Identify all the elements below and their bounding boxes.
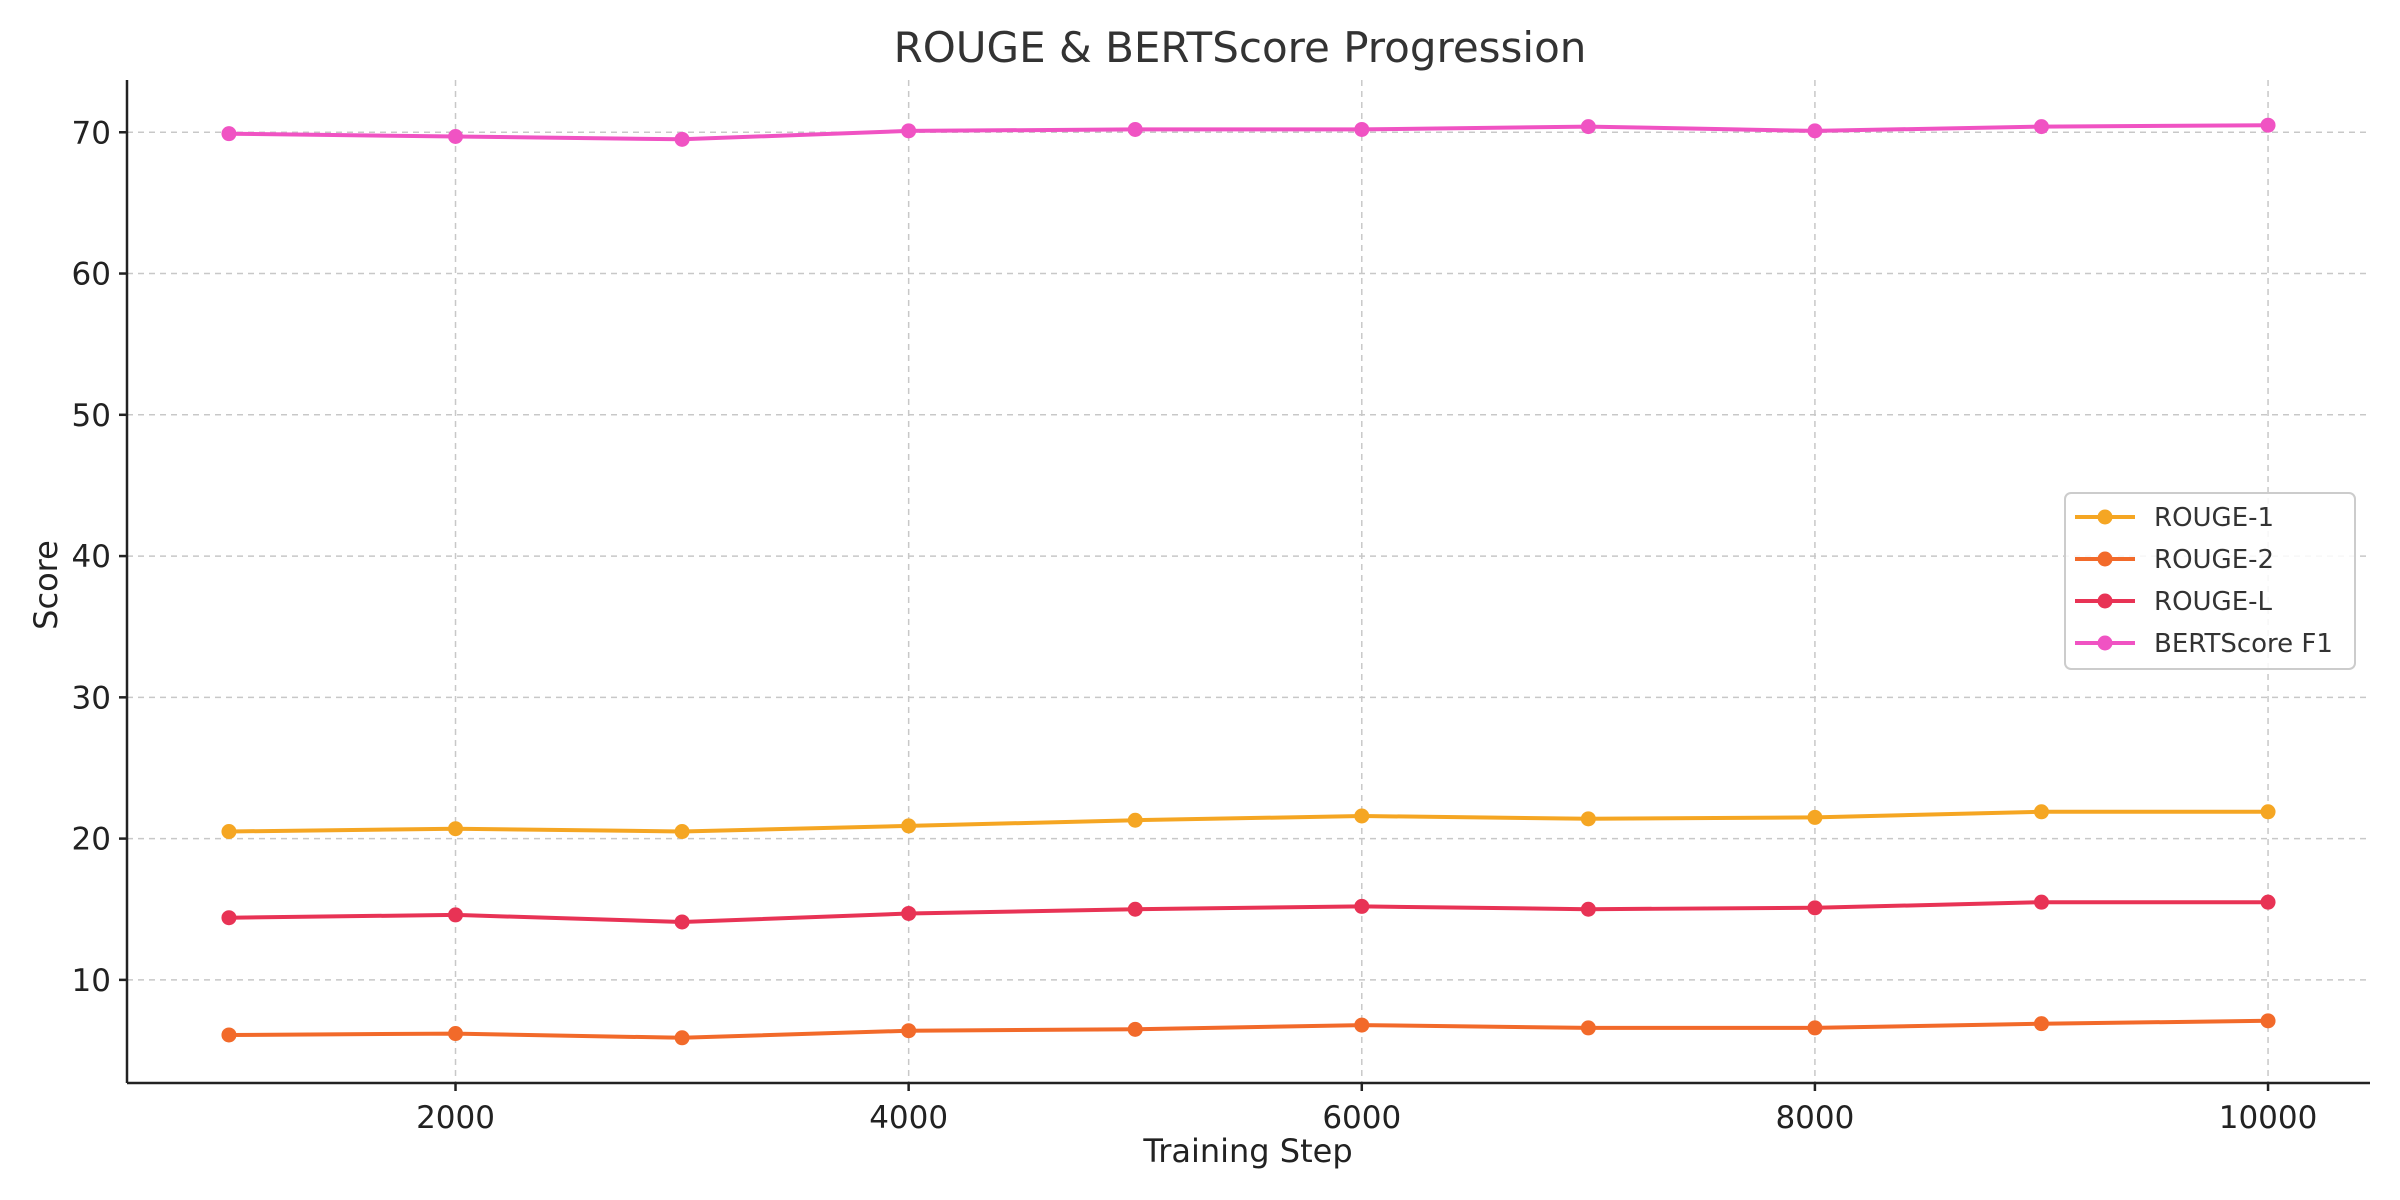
data-point-rouge-1 (674, 824, 690, 840)
series-rouge-l (221, 894, 2276, 930)
ticks: 2000 4000 6000 8000 10000 10 20 30 40 50 60 70 (72, 115, 2318, 1136)
legend-label: ROUGE-L (2154, 587, 2273, 617)
data-point-rouge-l (901, 905, 917, 921)
data-point-rouge-l (221, 910, 237, 926)
x-tick-label: 2000 (416, 1100, 495, 1136)
data-point-rouge-1 (1354, 808, 1370, 824)
data-point-rouge-2 (901, 1023, 917, 1039)
series-line-rouge-2 (228, 1018, 2269, 1040)
legend-swatch-marker (2097, 593, 2113, 609)
data-point-rouge-1 (221, 824, 237, 840)
data-point-bertscore-f1 (901, 123, 917, 139)
data-point-rouge-1 (1807, 809, 1823, 825)
data-point-rouge-1 (901, 818, 917, 834)
data-point-rouge-2 (674, 1030, 690, 1046)
legend-item-rouge-2: ROUGE-2 (2075, 545, 2274, 575)
y-tick-label: 50 (72, 398, 111, 434)
y-tick-label: 70 (72, 115, 111, 151)
x-tick-label: 10000 (2219, 1100, 2318, 1136)
grid (127, 80, 2370, 1083)
x-tick-label: 4000 (869, 1100, 948, 1136)
data-point-rouge-2 (2260, 1013, 2276, 1029)
y-tick-label: 20 (72, 822, 111, 858)
data-point-rouge-2 (221, 1027, 237, 1043)
data-point-bertscore-f1 (674, 131, 690, 147)
x-tick-label: 8000 (1775, 1100, 1854, 1136)
series-line-rouge-l (228, 900, 2268, 924)
legend-item-bertscore-f1: BERTScore F1 (2075, 629, 2333, 659)
y-axis-label: Score (27, 540, 65, 630)
legend-label: ROUGE-1 (2154, 503, 2274, 533)
data-point-bertscore-f1 (221, 126, 237, 142)
data-point-rouge-2 (1807, 1020, 1823, 1036)
y-tick-label: 30 (72, 680, 111, 716)
data-point-rouge-l (2033, 894, 2049, 910)
legend-item-rouge-1: ROUGE-1 (2075, 503, 2274, 533)
data-point-rouge-1 (448, 821, 464, 837)
legend-swatch-marker (2097, 551, 2113, 567)
data-point-rouge-l (1127, 901, 1143, 917)
legend-swatch-marker (2097, 635, 2113, 651)
series-layer (221, 117, 2276, 1046)
legend-swatch-marker (2097, 509, 2113, 525)
data-point-bertscore-f1 (2033, 119, 2049, 135)
data-point-rouge-l (2260, 894, 2276, 910)
data-point-bertscore-f1 (1807, 123, 1823, 139)
data-point-rouge-1 (2260, 804, 2276, 820)
series-rouge-2 (221, 1013, 2276, 1046)
data-point-rouge-2 (1580, 1020, 1596, 1036)
legend-item-rouge-l: ROUGE-L (2075, 587, 2273, 617)
data-point-rouge-2 (448, 1026, 464, 1042)
legend-label: ROUGE-2 (2154, 545, 2274, 575)
data-point-bertscore-f1 (2260, 117, 2276, 133)
data-point-rouge-1 (2033, 804, 2049, 820)
data-point-rouge-2 (2033, 1016, 2049, 1032)
data-point-bertscore-f1 (448, 129, 464, 145)
data-point-rouge-l (674, 914, 690, 930)
data-point-rouge-1 (1580, 811, 1596, 827)
data-point-rouge-l (1580, 901, 1596, 917)
data-point-rouge-l (1354, 898, 1370, 914)
data-point-bertscore-f1 (1127, 121, 1143, 137)
series-line-rouge-1 (228, 809, 2268, 834)
legend: ROUGE-1 ROUGE-2 ROUGE-L BERTScore F1 (2064, 492, 2356, 670)
y-tick-label: 10 (72, 963, 111, 999)
data-point-bertscore-f1 (1580, 119, 1596, 135)
data-point-bertscore-f1 (1354, 121, 1370, 137)
x-tick-label: 6000 (1322, 1100, 1401, 1136)
y-tick-label: 60 (72, 257, 111, 293)
data-point-rouge-2 (1127, 1021, 1143, 1037)
series-line-bertscore-f1 (228, 123, 2269, 142)
series-bertscore-f1 (221, 117, 2276, 147)
data-point-rouge-2 (1354, 1017, 1370, 1033)
series-rouge-1 (221, 804, 2276, 840)
legend-label: BERTScore F1 (2154, 629, 2333, 659)
data-point-rouge-1 (1127, 812, 1143, 828)
x-axis-label: Training Step (1142, 1132, 1352, 1170)
data-point-rouge-l (1807, 900, 1823, 916)
chart-title: ROUGE & BERTScore Progression (894, 23, 1587, 72)
legend-frame (2064, 492, 2356, 670)
data-point-rouge-l (448, 907, 464, 923)
y-tick-label: 40 (72, 539, 111, 575)
